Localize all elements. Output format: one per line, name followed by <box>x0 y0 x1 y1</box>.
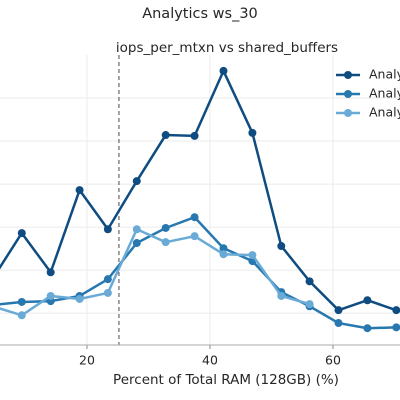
legend-label: Analy <box>369 105 400 120</box>
data-point <box>75 186 84 195</box>
data-point <box>392 323 400 332</box>
data-point <box>190 232 199 241</box>
data-point <box>132 225 141 234</box>
data-point <box>190 213 199 222</box>
data-point <box>363 296 372 305</box>
data-point <box>17 229 26 238</box>
data-point <box>75 294 84 303</box>
x-tick-label: 40 <box>202 353 218 368</box>
data-point <box>17 311 26 320</box>
chart-title: Analytics ws_30 <box>142 6 258 22</box>
x-axis-label: Percent of Total RAM (128GB) (%) <box>113 372 339 388</box>
data-point <box>334 319 343 328</box>
data-point <box>103 275 112 284</box>
x-tick-label: 60 <box>325 353 341 368</box>
plot-area <box>0 55 400 345</box>
legend-marker <box>344 109 352 117</box>
data-point <box>392 306 400 315</box>
data-point <box>161 223 170 232</box>
data-point <box>132 239 141 248</box>
chart-subtitle: iops_per_mtxn vs shared_buffers <box>116 40 338 56</box>
legend-label: Analy <box>369 86 400 101</box>
data-point <box>219 244 228 253</box>
data-point <box>248 251 257 260</box>
data-point <box>17 297 26 306</box>
data-point <box>161 238 170 247</box>
data-point <box>103 225 112 234</box>
series-line <box>0 67 397 312</box>
series-line <box>0 227 310 317</box>
data-point <box>132 177 141 186</box>
data-point <box>277 242 286 251</box>
data-point <box>305 300 314 309</box>
data-point <box>219 66 228 75</box>
data-point <box>103 288 112 297</box>
legend-marker <box>344 71 352 79</box>
grid <box>0 55 400 345</box>
data-point <box>46 268 55 277</box>
legend-marker <box>344 90 352 98</box>
data-point <box>305 277 314 286</box>
data-point <box>363 324 372 333</box>
data-point <box>161 131 170 140</box>
legend-label: Analy <box>369 67 400 82</box>
data-point <box>277 291 286 300</box>
data-point <box>219 250 228 259</box>
data-point <box>46 291 55 300</box>
data-point <box>248 128 257 137</box>
data-point <box>334 306 343 315</box>
data-point <box>190 131 199 140</box>
x-tick-label: 20 <box>79 353 95 368</box>
